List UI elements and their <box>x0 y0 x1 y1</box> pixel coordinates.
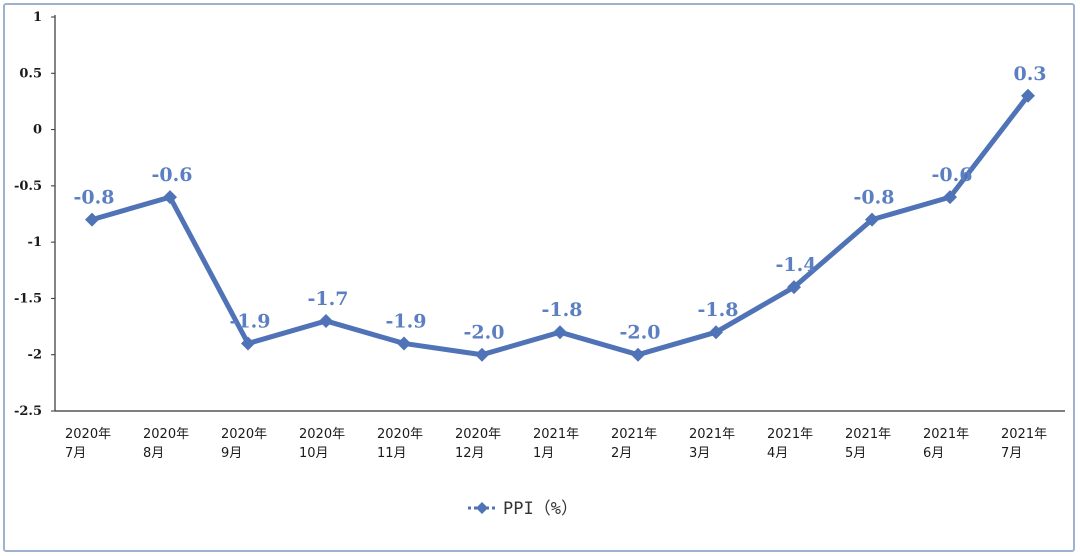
axes <box>54 15 1065 412</box>
data-point-marker <box>163 190 177 205</box>
x-tick-label: 2021年 3月 <box>689 427 735 461</box>
y-tick-label: 0.5 <box>19 66 42 81</box>
x-tick-label: 2021年 7月 <box>1001 427 1047 461</box>
data-point-marker <box>85 212 99 227</box>
y-axis-ticks: 1 0.5 0 -0.5 -1 -1.5 -2 -2.5 <box>14 10 55 419</box>
x-tick-label: 2020年 7月 <box>65 427 111 461</box>
data-point-marker <box>1021 88 1035 103</box>
data-point-marker <box>241 336 255 351</box>
x-axis-ticks: 2020年 7月 2020年 8月 2020年 9月 2020年 10月 2020年 11月 202… <box>65 427 1047 461</box>
data-label: -1.7 <box>308 288 349 310</box>
y-tick-label: 0 <box>33 123 42 138</box>
x-tick-label: 2021年 5月 <box>845 427 891 461</box>
data-point-marker <box>397 336 411 351</box>
x-tick-label: 2021年 4月 <box>767 427 813 461</box>
x-tick-label: 2020年 10月 <box>299 427 345 461</box>
y-tick-label: -0.5 <box>14 179 42 194</box>
chart-frame <box>3 3 1075 552</box>
x-tick-label: 2020年 9月 <box>221 427 267 461</box>
data-label: -1.8 <box>542 299 583 321</box>
data-point-marker <box>709 325 723 340</box>
data-label: -0.6 <box>932 164 973 186</box>
data-point-marker <box>475 347 489 362</box>
x-tick-label: 2020年 11月 <box>377 427 423 461</box>
y-tick-label: 1 <box>33 10 42 25</box>
x-tick-label: 2021年 6月 <box>923 427 969 461</box>
data-label: -2.0 <box>464 322 505 344</box>
x-tick-label: 2020年 12月 <box>455 427 501 461</box>
legend: PPI（%） <box>468 499 578 519</box>
y-tick-label: -2.5 <box>14 404 42 419</box>
y-tick-label: -1 <box>28 235 42 250</box>
data-label: -0.8 <box>854 187 895 209</box>
legend-label-ppi: PPI（%） <box>503 499 578 519</box>
data-label: -1.8 <box>698 299 739 321</box>
series-ppi <box>85 88 1035 362</box>
legend-diamond-marker <box>476 502 488 514</box>
data-label: -0.8 <box>74 187 115 209</box>
data-labels: -0.8 -0.6 -1.9 -1.7 -1.9 -2.0 -1.8 -2.0 -1.8 -1.4… <box>74 63 1047 344</box>
data-point-marker <box>943 190 957 205</box>
data-label: -1.9 <box>230 310 271 332</box>
data-label: -1.9 <box>386 310 427 332</box>
data-point-marker <box>787 280 801 295</box>
data-label: -2.0 <box>620 322 661 344</box>
data-point-marker <box>553 325 567 340</box>
data-label: -0.6 <box>152 164 193 186</box>
y-tick-label: -1.5 <box>14 291 42 306</box>
data-point-marker <box>631 347 645 362</box>
data-label: 0.3 <box>1013 63 1046 85</box>
x-tick-label: 2020年 8月 <box>143 427 189 461</box>
x-tick-label: 2021年 1月 <box>533 427 579 461</box>
data-label: -1.4 <box>776 254 817 276</box>
x-tick-label: 2021年 2月 <box>611 427 657 461</box>
y-tick-label: -2 <box>28 348 42 363</box>
data-point-marker <box>319 313 333 328</box>
data-point-marker <box>865 212 879 227</box>
